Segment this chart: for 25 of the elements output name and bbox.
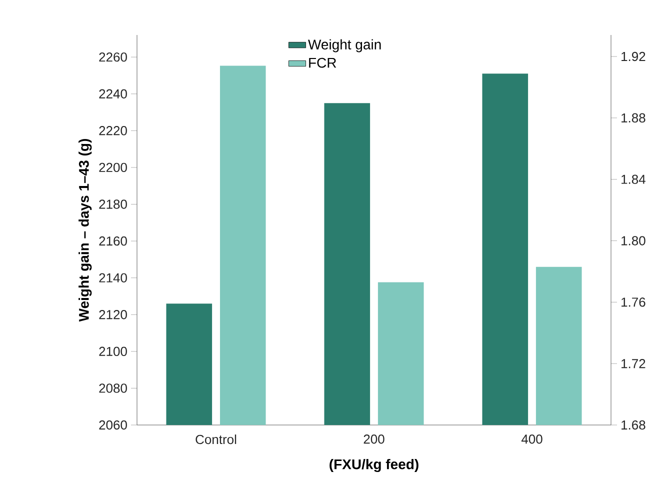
y-tick-label: 2240 bbox=[99, 89, 127, 98]
y-tick-label: 2180 bbox=[99, 200, 127, 209]
y2-tick-label: 1.76 bbox=[622, 298, 646, 307]
y-tick-label: 2100 bbox=[99, 346, 127, 356]
x-tick-label: 400 bbox=[521, 434, 542, 444]
y-tick-label: 2200 bbox=[99, 162, 127, 172]
y-tick-label: 2060 bbox=[99, 420, 127, 430]
y2-tick-label: 1.88 bbox=[622, 113, 646, 123]
y2-tick-label: 1.92 bbox=[622, 52, 646, 62]
x-tick-label: Control bbox=[196, 434, 236, 444]
y2-tick-label: 1.80 bbox=[622, 236, 646, 246]
y-tick-label: 2160 bbox=[99, 236, 127, 246]
x-axis-title: (FXU/kg feed) bbox=[330, 458, 418, 472]
x-tick-label: 200 bbox=[364, 434, 384, 444]
y-tick-label: 2120 bbox=[99, 310, 127, 320]
y-tick-label: 2140 bbox=[99, 273, 127, 282]
legend-label: Weight gain bbox=[308, 39, 381, 52]
y2-tick-label: 1.68 bbox=[622, 420, 646, 430]
y2-tick-label: 1.72 bbox=[622, 359, 646, 368]
y-axis-title: Weight gain – days 1–43 (g) bbox=[78, 139, 92, 322]
y-tick-label: 2220 bbox=[99, 126, 127, 136]
y-tick-label: 2260 bbox=[99, 52, 127, 62]
legend-label: FCR bbox=[309, 58, 336, 68]
y2-tick-label: 1.84 bbox=[622, 174, 646, 184]
y-tick-label: 2080 bbox=[99, 384, 127, 393]
